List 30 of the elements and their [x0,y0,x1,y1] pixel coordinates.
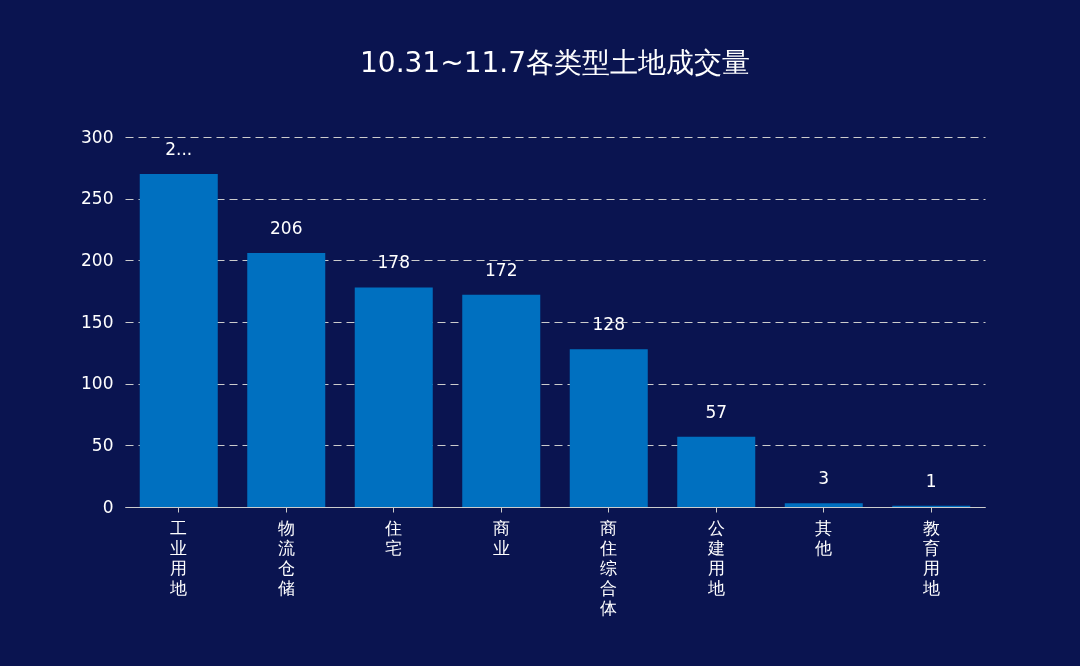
y-tick-label: 200 [81,249,114,270]
y-tick-label: 100 [81,373,114,394]
x-tick-label: 商业 [492,517,510,558]
y-tick-label: 150 [81,311,114,332]
chart-title: 10.31~11.7各类型土地成交量 [360,46,750,79]
bar [784,503,863,507]
x-tick-label: 公建用地 [706,517,725,598]
bar [139,174,218,507]
x-tick-label: 其他 [815,517,833,558]
x-tick-label: 商住综合体 [599,517,618,618]
x-tick-label: 工业用地 [169,517,188,598]
bar [354,287,433,507]
x-tick-label: 物流仓储 [277,517,295,598]
data-label: 57 [705,401,728,422]
data-label: 172 [485,259,518,280]
bar [569,349,648,507]
y-tick-label: 50 [91,434,114,455]
data-label: 178 [377,252,410,273]
x-tick-label: 教育用地 [921,517,940,598]
y-tick-label: 300 [81,126,114,147]
bar [247,252,326,507]
y-tick-label: 250 [81,188,114,209]
data-label: 2... [165,139,193,159]
data-label: 206 [270,217,303,238]
data-label: 3 [818,468,830,489]
x-tick-label: 住宅 [384,517,403,558]
data-label: 1 [925,470,937,491]
bar [462,294,541,507]
bar [677,436,756,507]
y-tick-label: 0 [102,496,114,517]
